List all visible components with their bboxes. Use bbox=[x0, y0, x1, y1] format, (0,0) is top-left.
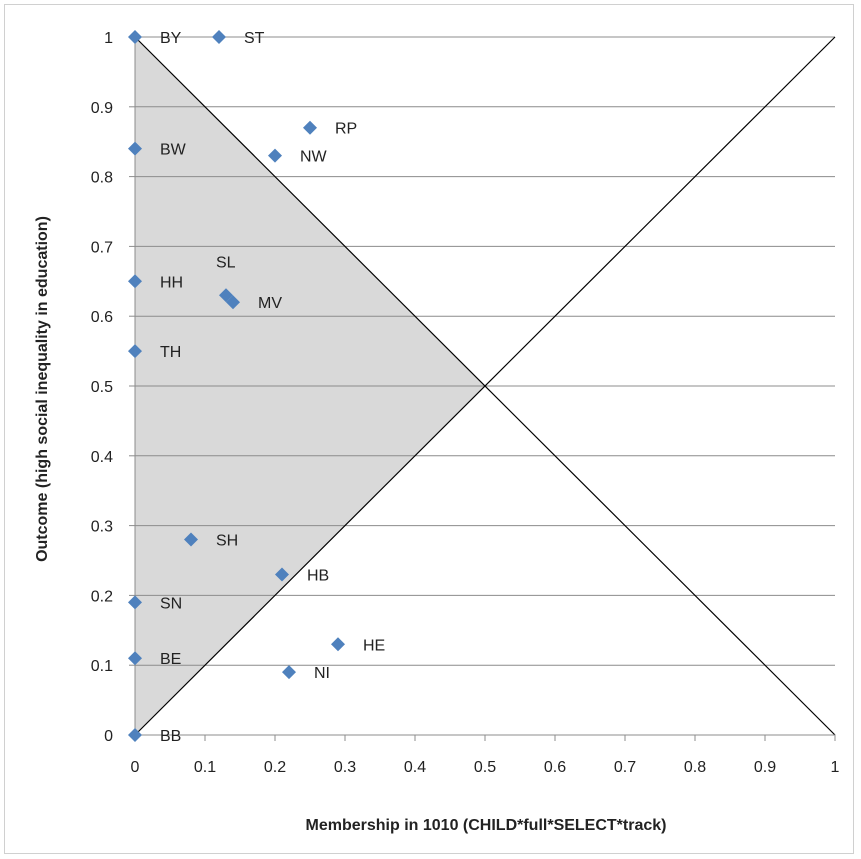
x-tick-labels: 0 0.1 0.2 0.3 0.4 0.5 0.6 0.7 0.8 0.9 1 bbox=[131, 759, 840, 776]
data-point-mv bbox=[226, 295, 240, 310]
point-label-sl: SL bbox=[216, 254, 236, 271]
x-tick-label-6: 0.6 bbox=[544, 759, 566, 776]
point-label-mv: MV bbox=[258, 295, 282, 312]
x-tick-label-2: 0.2 bbox=[264, 759, 286, 776]
y-axis-title: Outcome (high social inequality in educa… bbox=[34, 216, 51, 562]
y-tick-label-0: 0 bbox=[104, 728, 113, 745]
y-tick-label-1: 0.1 bbox=[91, 658, 113, 675]
point-label-th: TH bbox=[160, 344, 181, 361]
data-point-rp bbox=[303, 120, 317, 135]
reference-line-falling bbox=[134, 36, 836, 736]
x-tick-label-9: 0.9 bbox=[754, 759, 776, 776]
data-point-he bbox=[331, 637, 345, 652]
point-label-sh: SH bbox=[216, 533, 238, 550]
data-points bbox=[128, 30, 345, 742]
x-axis-title: Membership in 1010 (CHILD*full*SELECT*tr… bbox=[306, 817, 667, 834]
y-tick-label-6: 0.6 bbox=[91, 309, 113, 326]
data-point-st bbox=[212, 30, 226, 44]
point-label-hb: HB bbox=[307, 567, 329, 584]
data-point-sh bbox=[184, 532, 198, 547]
y-tick-label-2: 0.2 bbox=[91, 588, 113, 605]
data-point-ni bbox=[282, 665, 296, 680]
x-tick-label-8: 0.8 bbox=[684, 759, 706, 776]
point-label-he: HE bbox=[363, 637, 385, 654]
x-tick-label-7: 0.7 bbox=[614, 759, 636, 776]
point-label-rp: RP bbox=[335, 121, 357, 138]
data-point-by bbox=[128, 30, 142, 44]
data-point-th bbox=[128, 344, 142, 359]
point-label-bb: BB bbox=[160, 728, 181, 745]
data-point-hh bbox=[128, 274, 142, 289]
x-tick-label-3: 0.3 bbox=[334, 759, 356, 776]
y-tick-label-7: 0.7 bbox=[91, 239, 113, 256]
point-label-hh: HH bbox=[160, 274, 183, 291]
x-tick-label-10: 1 bbox=[831, 759, 840, 776]
point-label-ni: NI bbox=[314, 665, 330, 682]
point-label-be: BE bbox=[160, 651, 181, 668]
point-label-sn: SN bbox=[160, 595, 182, 612]
scatter-chart: 0 0.1 0.2 0.3 0.4 0.5 0.6 0.7 0.8 0.9 1 0 0.1 0.2 0.3… bbox=[34, 30, 840, 834]
x-tick-label-4: 0.4 bbox=[404, 759, 426, 776]
data-point-be bbox=[128, 651, 142, 666]
data-point-bw bbox=[128, 141, 142, 156]
y-tick-labels: 0 0.1 0.2 0.3 0.4 0.5 0.6 0.7 0.8 0.9 1 bbox=[91, 30, 113, 745]
chart-frame: 0 0.1 0.2 0.3 0.4 0.5 0.6 0.7 0.8 0.9 1 0 0.1 0.2 0.3… bbox=[4, 4, 854, 854]
data-point-sn bbox=[128, 595, 142, 610]
y-tick-label-3: 0.3 bbox=[91, 519, 113, 536]
data-point-bb bbox=[128, 728, 142, 742]
y-tick-label-10: 1 bbox=[104, 30, 113, 47]
point-label-bw: BW bbox=[160, 142, 187, 159]
y-tick-label-8: 0.8 bbox=[91, 170, 113, 187]
x-tick-label-0: 0 bbox=[131, 759, 140, 776]
point-label-nw: NW bbox=[300, 149, 328, 166]
y-tick-label-9: 0.9 bbox=[91, 100, 113, 117]
point-labels: BY ST RP BW NW HH SL MV TH SH HB SN HE BE NI BB bbox=[160, 30, 385, 745]
point-label-st: ST bbox=[244, 30, 265, 47]
data-point-nw bbox=[268, 148, 282, 163]
x-tick-label-1: 0.1 bbox=[194, 759, 216, 776]
data-point-hb bbox=[275, 567, 289, 582]
y-tick-label-5: 0.5 bbox=[91, 379, 113, 396]
point-label-by: BY bbox=[160, 30, 182, 47]
reference-lines bbox=[134, 36, 836, 736]
x-tick-label-5: 0.5 bbox=[474, 759, 496, 776]
y-tick-label-4: 0.4 bbox=[91, 449, 113, 466]
